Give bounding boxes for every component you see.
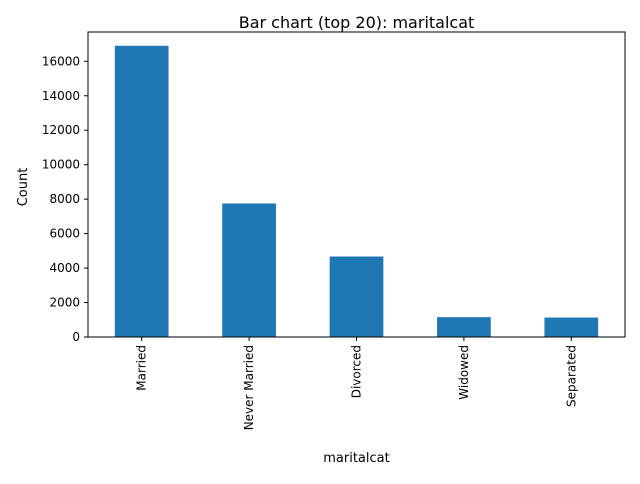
- x-tick-label: Divorced: [350, 345, 364, 398]
- y-tick-label: 12000: [42, 123, 80, 137]
- x-axis-label: maritalcat: [323, 451, 389, 466]
- y-tick-label: 6000: [49, 227, 80, 241]
- y-tick-label: 10000: [42, 158, 80, 172]
- bar-widowed: [437, 317, 491, 337]
- y-tick-label: 14000: [42, 89, 80, 103]
- y-axis-ticks: 0 2000 4000 6000 8000 10000 12000 14000 16000: [42, 54, 88, 344]
- bar-married: [114, 45, 169, 337]
- x-tick-label: Never Married: [242, 345, 256, 430]
- y-tick-label: 2000: [49, 296, 80, 310]
- y-tick-label: 0: [72, 330, 80, 344]
- bar-divorced: [329, 256, 384, 337]
- plot-frame: [87, 31, 626, 338]
- chart-title: Bar chart (top 20): maritalcat: [239, 13, 475, 32]
- bar-separated: [544, 317, 599, 337]
- x-tick-label: Separated: [564, 345, 578, 407]
- y-tick-label: 4000: [49, 261, 80, 275]
- x-tick-label: Married: [135, 345, 149, 391]
- y-tick-label: 16000: [42, 54, 80, 68]
- x-axis-ticks: Married Never Married Divorced Widowed Separ…: [135, 337, 578, 430]
- x-tick-label: Widowed: [457, 345, 471, 400]
- bars-group: [114, 45, 599, 337]
- bar-never-married: [222, 203, 276, 337]
- y-axis-label: Count: [16, 168, 31, 207]
- y-tick-label: 8000: [49, 192, 80, 206]
